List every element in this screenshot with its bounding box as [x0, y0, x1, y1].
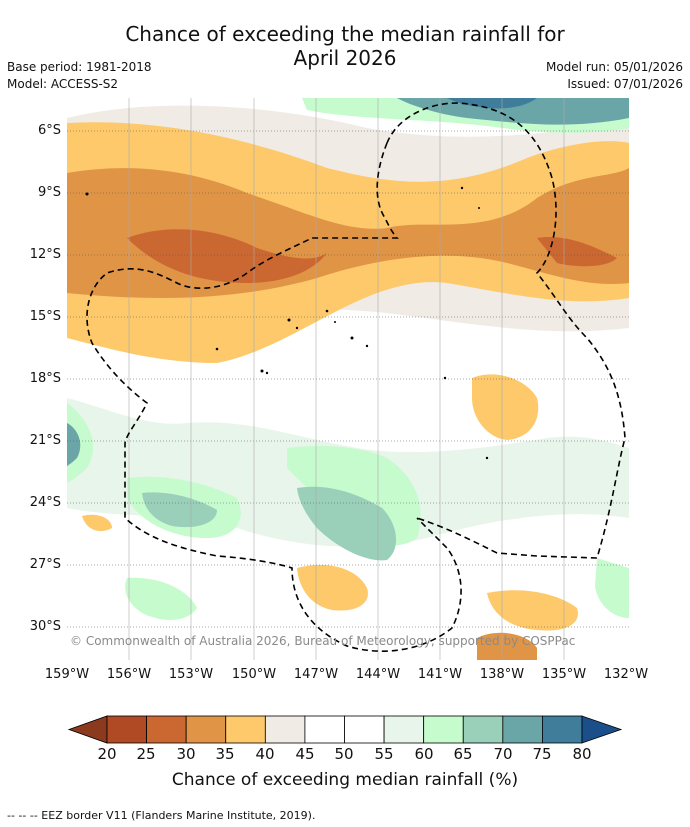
- colorbar-label: 30: [176, 745, 196, 763]
- zone-green-se: [595, 558, 629, 618]
- zone-teal-north: [397, 98, 629, 125]
- model-run: Model run: 05/01/2026: [545, 60, 683, 74]
- colorbar-segment: [185, 715, 227, 744]
- zone-orange-se: [487, 590, 578, 631]
- graticule: [67, 130, 629, 628]
- colorbar-label: 80: [572, 745, 592, 763]
- right-meta: Model run: 05/01/2026 Issued: 07/01/2026: [546, 59, 683, 93]
- lat-label: 6°S: [37, 123, 61, 138]
- colorbar-segment: [146, 715, 187, 744]
- model-name: Model: ACCESS-S2: [7, 77, 119, 91]
- colorbar-label: 65: [453, 745, 473, 763]
- lon-label: 144°W: [355, 667, 401, 682]
- colorbar-label: 20: [97, 745, 117, 763]
- colorbar-segment: [502, 715, 543, 744]
- map-svg: [67, 98, 629, 660]
- lat-label: 21°S: [29, 433, 61, 448]
- colorbar-segment: [542, 715, 583, 744]
- left-meta: Base period: 1981-2018 Model: ACCESS-S2: [7, 59, 152, 93]
- lon-label: 156°W: [106, 667, 152, 682]
- lon-label: 141°W: [417, 667, 463, 682]
- lat-label: 18°S: [29, 371, 61, 386]
- colorbar-label: 40: [255, 745, 275, 763]
- zone-25-30-east: [537, 237, 617, 267]
- base-period: Base period: 1981-2018: [7, 60, 152, 74]
- colorbar-label: 35: [215, 745, 235, 763]
- lon-label: 150°W: [231, 667, 277, 682]
- zone-teal-band: [297, 486, 397, 561]
- colorbar-segment: [423, 715, 464, 744]
- colorbar-title: Chance of exceeding median rainfall (%): [171, 770, 519, 790]
- lat-label: 24°S: [29, 495, 61, 510]
- zone-orange-bottom: [477, 632, 537, 660]
- colorbar-extend-high: [581, 715, 623, 744]
- map-title: Chance of exceeding the median rainfall …: [0, 22, 690, 70]
- lat-label: 15°S: [29, 309, 61, 324]
- colorbar-segment: [304, 715, 345, 744]
- zone-orange-sw: [82, 514, 112, 532]
- lat-label: 9°S: [37, 185, 61, 200]
- lon-label: 147°W: [293, 667, 339, 682]
- colorbar-label: 55: [374, 745, 394, 763]
- lat-label: 27°S: [29, 557, 61, 572]
- title-line-2: April 2026: [293, 46, 397, 70]
- lat-label: 12°S: [29, 247, 61, 262]
- colorbar-label: 25: [136, 745, 156, 763]
- lon-label: 153°W: [168, 667, 214, 682]
- colorbar-label: 75: [532, 745, 552, 763]
- zone-25-30: [127, 229, 327, 283]
- colorbar-segment: [462, 715, 504, 744]
- colorbar-segment: [264, 715, 306, 744]
- zone-orange-mid: [472, 374, 539, 440]
- meridians: [128, 98, 565, 660]
- lon-label: 159°W: [44, 667, 90, 682]
- rainfall-map: [67, 98, 629, 660]
- colorbar-label: 60: [414, 745, 434, 763]
- colorbar-segment: [106, 715, 147, 744]
- zone-teal-sw: [142, 492, 217, 528]
- colorbar: [67, 715, 623, 744]
- colorbar-label: 45: [295, 745, 315, 763]
- eez-border: [86, 102, 626, 652]
- eez-legend: -- -- -- EEZ border V11 (Flanders Marine…: [7, 809, 316, 822]
- lon-label: 135°W: [541, 667, 587, 682]
- zone-green-s: [125, 577, 197, 620]
- colorbar-label: 70: [493, 745, 513, 763]
- colorbar-extend-low: [67, 715, 108, 744]
- zone-teal-west: [67, 423, 81, 466]
- title-line-1: Chance of exceeding the median rainfall …: [125, 22, 565, 46]
- islands: [85, 186, 489, 460]
- issued-date: Issued: 07/01/2026: [567, 77, 683, 91]
- colorbar-label: 50: [334, 745, 354, 763]
- zone-orange-south: [297, 564, 368, 611]
- lon-label: 138°W: [479, 667, 525, 682]
- colorbar-segment: [344, 715, 385, 744]
- colorbar-segment: [225, 715, 266, 744]
- colorbar-segment: [383, 715, 425, 744]
- copyright-notice: © Commonwealth of Australia 2026, Bureau…: [70, 634, 576, 648]
- lat-label: 30°S: [29, 619, 61, 634]
- zone-dark-teal: [447, 98, 537, 109]
- lon-label: 132°W: [603, 667, 649, 682]
